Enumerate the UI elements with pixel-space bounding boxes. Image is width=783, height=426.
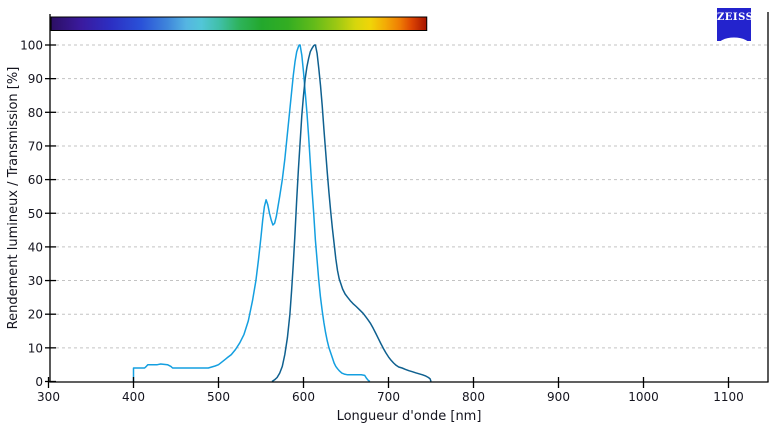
y-tick-label-100: 100 [20, 39, 43, 53]
x-tick-label-1100: 1100 [713, 390, 744, 404]
x-tick-label-400: 400 [122, 390, 145, 404]
excitation-curve-light-blue [132, 44, 371, 383]
y-tick-label-10: 10 [28, 341, 43, 355]
emission-curve-dark-blue [271, 44, 432, 383]
zeiss-logo: ZEISS [717, 8, 751, 41]
x-tick-label-300: 300 [37, 390, 60, 404]
y-tick-label-30: 30 [28, 274, 43, 288]
x-tick-label-700: 700 [377, 390, 400, 404]
y-tick-label-60: 60 [28, 173, 43, 187]
x-tick-label-500: 500 [207, 390, 230, 404]
x-tick-label-800: 800 [462, 390, 485, 404]
horizontal-gridlines [50, 44, 767, 349]
spectral-curves [132, 44, 432, 383]
x-axis-ticks: 300 400 500 600 700 800 900 1000 1100 [37, 377, 744, 404]
y-tick-label-80: 80 [28, 106, 43, 120]
visible-spectrum-colorbar [50, 16, 428, 31]
y-axis-ticks: 0 10 20 30 40 50 60 70 80 90 100 [20, 39, 56, 389]
y-tick-label-0: 0 [35, 375, 43, 389]
y-tick-label-20: 20 [28, 308, 43, 322]
x-axis-title: Longueur d'onde [nm] [337, 409, 482, 424]
y-tick-label-40: 40 [28, 240, 43, 254]
zeiss-logo-text: ZEISS [717, 12, 751, 23]
x-tick-label-900: 900 [547, 390, 570, 404]
y-tick-label-50: 50 [28, 207, 43, 221]
x-tick-label-1000: 1000 [628, 390, 659, 404]
x-tick-label-600: 600 [292, 390, 315, 404]
y-tick-label-90: 90 [28, 72, 43, 86]
zeiss-lens-icon [717, 8, 751, 41]
y-axis-title: Rendement lumineux / Transmission [%] [6, 67, 21, 330]
y-tick-label-70: 70 [28, 139, 43, 153]
